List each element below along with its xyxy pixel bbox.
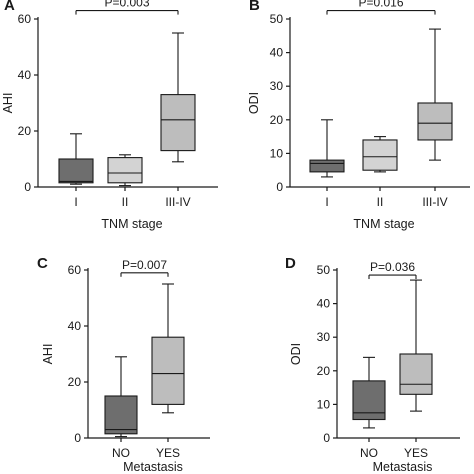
y-tick-label: 30: [317, 330, 331, 344]
x-tick-label: NO: [112, 446, 130, 460]
p-value-label: P=0.007: [122, 258, 167, 272]
y-tick-label: 40: [68, 319, 82, 333]
box-iqr: [107, 157, 143, 184]
p-value-label: P=0.036: [370, 260, 415, 274]
x-tick-label: NO: [360, 446, 378, 460]
y-tick-label: 0: [276, 180, 283, 194]
p-value-label: P=0.003: [104, 0, 149, 10]
y-axis-label: AHI: [1, 93, 15, 114]
panel-letter: A: [4, 0, 15, 14]
box-iqr: [160, 94, 196, 152]
y-axis-label: ODI: [289, 343, 303, 365]
x-tick-label: II: [377, 195, 384, 209]
y-tick-label: 40: [270, 46, 284, 60]
y-axis-label: AHI: [41, 344, 55, 365]
x-tick-label: III-IV: [165, 195, 190, 209]
x-axis-label: TNM stage: [101, 217, 162, 231]
y-tick-label: 60: [18, 12, 32, 26]
y-tick-label: 10: [317, 397, 331, 411]
y-axis-label: ODI: [247, 92, 261, 114]
box-iqr: [104, 395, 138, 435]
box-iqr: [399, 353, 433, 395]
y-tick-label: 60: [68, 263, 82, 277]
x-axis-label: TNM stage: [353, 217, 414, 231]
y-tick-label: 20: [18, 124, 32, 138]
y-tick-label: 20: [317, 364, 331, 378]
box-iqr: [352, 380, 386, 421]
x-tick-label: II: [122, 195, 129, 209]
y-tick-label: 50: [270, 12, 284, 26]
x-tick-label: III-IV: [422, 195, 447, 209]
x-tick-label: I: [74, 195, 77, 209]
y-tick-label: 20: [68, 375, 82, 389]
panel-letter: B: [249, 0, 260, 14]
y-tick-label: 0: [323, 431, 330, 445]
y-tick-label: 40: [317, 297, 331, 311]
panel-letter: D: [285, 255, 296, 272]
box-iqr: [309, 159, 345, 173]
y-tick-label: 0: [24, 180, 31, 194]
y-tick-label: 40: [18, 68, 32, 82]
box-iqr: [362, 139, 398, 171]
y-tick-label: 30: [270, 79, 284, 93]
x-axis-label: Metastasis: [373, 460, 433, 474]
y-tick-label: 10: [270, 146, 284, 160]
y-tick-label: 20: [270, 113, 284, 127]
panel-letter: C: [37, 255, 48, 272]
y-tick-label: 50: [317, 263, 331, 277]
x-tick-label: YES: [156, 446, 180, 460]
x-axis-label: Metastasis: [123, 460, 183, 474]
y-tick-label: 0: [74, 431, 81, 445]
p-value-label: P=0.016: [358, 0, 403, 10]
box-iqr: [58, 158, 94, 184]
box-iqr: [151, 336, 185, 405]
box-iqr: [417, 102, 453, 141]
x-tick-label: I: [325, 195, 328, 209]
x-tick-label: YES: [404, 446, 428, 460]
